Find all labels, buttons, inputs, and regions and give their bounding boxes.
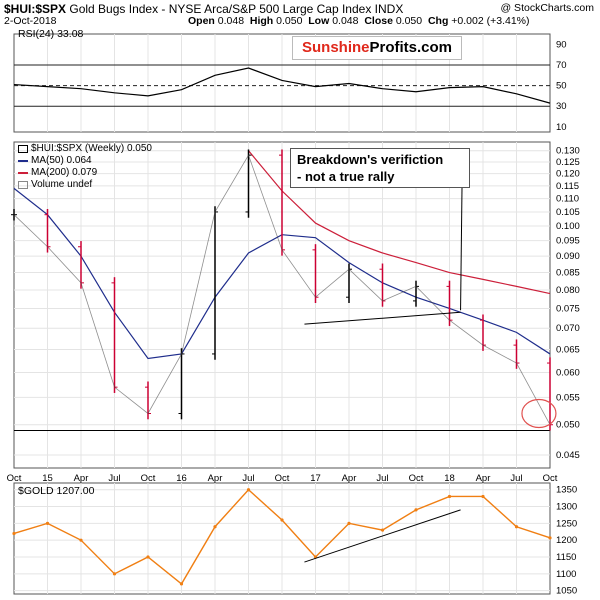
gold-y-tick-label: 1200: [556, 535, 577, 546]
gold-point: [45, 521, 50, 525]
legend-price-swatch: [18, 145, 28, 153]
main-y-tick-label: 0.065: [556, 344, 580, 355]
ma200-line: [248, 150, 551, 295]
main-y-tick-label: 0.090: [556, 251, 580, 262]
main-x-tick-label: Jul: [108, 473, 120, 484]
gold-point: [548, 536, 552, 540]
gold-point: [514, 525, 519, 529]
chart-title: $HUI:$SPX Gold Bugs Index - NYSE Arca/S&…: [4, 2, 404, 16]
gold-point: [280, 518, 284, 522]
gold-point: [79, 538, 83, 542]
ohlc-stats: Open 0.048 High 0.050 Low 0.048 Close 0.…: [188, 15, 530, 27]
highlight-ellipse: [521, 398, 557, 429]
gold-y-tick-label: 1250: [556, 518, 577, 529]
main-x-tick-label: Apr: [74, 473, 89, 484]
main-x-tick-label: Jul: [510, 473, 522, 484]
main-x-tick-label: 16: [176, 473, 187, 484]
gold-point: [414, 508, 418, 512]
legend-ma200: MA(200) 0.079: [18, 167, 152, 179]
legend-ma50: MA(50) 0.064: [18, 155, 152, 167]
annotation-pointer: [460, 187, 463, 311]
gold-point: [112, 572, 117, 576]
main-y-tick-label: 0.095: [556, 236, 580, 247]
legend-price: $HUI:$SPX (Weekly) 0.050: [18, 143, 152, 155]
gold-point: [246, 488, 251, 492]
main-y-tick-label: 0.115: [556, 181, 579, 192]
main-y-tick-label: 0.050: [556, 420, 580, 431]
gold-point: [179, 582, 184, 586]
main-x-tick-label: Jul: [242, 473, 254, 484]
main-y-tick-label: 0.070: [556, 323, 580, 334]
rsi-y-tick-label: 90: [556, 39, 567, 50]
rsi-line: [13, 67, 551, 104]
main-y-tick-label: 0.055: [556, 392, 580, 403]
main-x-tick-label: Oct: [543, 473, 558, 484]
main-x-tick-label: Oct: [275, 473, 290, 484]
annotation-line1: Breakdown's verifiction: [297, 152, 444, 167]
main-y-tick-label: 0.045: [556, 450, 580, 461]
annotation-line2: - not a true rally: [297, 169, 395, 184]
main-x-tick-label: 17: [310, 473, 321, 484]
gold-legend: $GOLD 1207.00: [18, 485, 95, 497]
main-x-tick-label: Apr: [476, 473, 491, 484]
gold-point: [213, 525, 217, 529]
main-y-tick-label: 0.105: [556, 207, 580, 218]
main-y-tick-label: 0.080: [556, 285, 580, 296]
gold-point: [347, 521, 351, 525]
main-y-tick-label: 0.120: [556, 169, 580, 180]
rsi-y-tick-label: 50: [556, 81, 567, 92]
main-x-tick-label: Oct: [409, 473, 424, 484]
gold-trendline: [304, 509, 461, 563]
main-x-tick-label: 18: [444, 473, 455, 484]
main-x-tick-label: Apr: [208, 473, 223, 484]
main-y-tick-label: 0.060: [556, 367, 580, 378]
legend-volume: Volume undef: [18, 179, 152, 191]
rsi-y-tick-label: 70: [556, 60, 567, 71]
rsi-y-tick-label: 30: [556, 101, 567, 112]
rsi-legend: RSI(24) 33.08: [18, 28, 84, 40]
main-y-tick-label: 0.130: [556, 146, 580, 157]
gold-point: [481, 494, 485, 499]
main-x-tick-label: 15: [42, 473, 53, 484]
main-x-tick-label: Oct: [7, 473, 22, 484]
price-path: [13, 154, 551, 425]
chart-date: 2-Oct-2018: [4, 15, 57, 27]
gold-y-tick-label: 1050: [556, 586, 577, 597]
credit-text: @ StockCharts.com: [500, 2, 594, 14]
gold-point: [146, 555, 150, 559]
main-y-tick-label: 0.075: [556, 303, 580, 314]
sunshine-profits-logo: SunshineProfits.com: [292, 36, 462, 60]
gold-y-tick-label: 1350: [556, 485, 577, 496]
gold-y-tick-label: 1100: [556, 569, 576, 580]
gold-y-tick-label: 1300: [556, 502, 577, 513]
legend-volume-swatch: [18, 181, 28, 189]
main-y-tick-label: 0.085: [556, 268, 580, 279]
main-y-tick-label: 0.110: [556, 194, 579, 205]
main-x-tick-label: Apr: [342, 473, 357, 484]
annotation-callout: Breakdown's verifiction - not a true ral…: [290, 148, 470, 188]
legend-ma50-swatch: [18, 160, 28, 162]
legend-ma200-swatch: [18, 172, 28, 174]
price-trendline: [304, 311, 461, 325]
gold-y-tick-label: 1150: [556, 552, 576, 563]
price-legend: $HUI:$SPX (Weekly) 0.050 MA(50) 0.064 MA…: [18, 143, 152, 191]
gold-point: [380, 528, 385, 532]
gold-point: [12, 531, 16, 536]
main-y-tick-label: 0.125: [556, 157, 580, 168]
main-x-tick-label: Jul: [376, 473, 388, 484]
main-y-tick-label: 0.100: [556, 221, 580, 232]
main-x-tick-label: Oct: [141, 473, 156, 484]
rsi-y-tick-label: 10: [556, 122, 567, 133]
gold-point: [447, 494, 452, 499]
